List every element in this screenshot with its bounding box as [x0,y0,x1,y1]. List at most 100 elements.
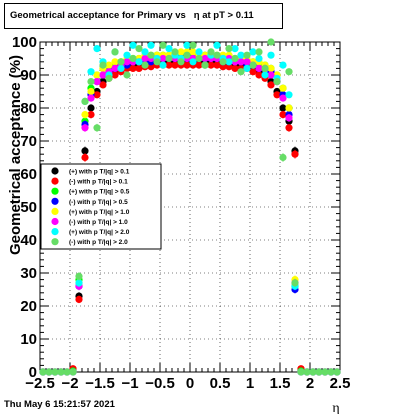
data-point [81,153,89,162]
data-point [177,58,185,66]
legend-marker [51,197,59,205]
data-point [81,124,89,132]
data-point [171,61,179,69]
data-point [165,61,173,69]
legend-marker [51,228,59,236]
x-tick-label: 0 [186,375,194,392]
data-point [171,48,179,56]
data-point [303,368,311,376]
data-point [279,94,287,102]
data-point [231,54,239,63]
data-point [63,368,71,376]
legend-entry-label: (-) with p T/|q| > 1.0 [69,219,128,226]
data-point [45,368,53,376]
data-point [87,68,95,76]
data-point [219,58,227,66]
data-point [273,91,281,99]
data-point [51,368,59,376]
data-point [99,61,107,69]
data-point [279,84,287,92]
data-point [159,41,167,49]
x-tick-label: −0.5 [145,375,175,392]
data-point [123,71,131,79]
chart-title-box: Geometrical acceptance for Primary vs η … [4,3,283,29]
x-tick-label: 2.5 [330,375,351,392]
timestamp: Thu May 6 15:21:57 2021 [4,399,115,410]
data-point [93,45,101,53]
data-point [231,45,239,53]
data-point [285,68,293,76]
legend-marker [51,238,59,246]
data-point [87,104,95,112]
data-point [207,48,215,56]
data-point [225,45,233,53]
data-point [195,54,203,63]
data-point [189,58,197,66]
data-point [267,51,275,59]
y-tick-label: 70 [20,133,37,150]
legend-box [40,163,162,250]
data-point [243,51,251,59]
x-tick-label: 1.5 [270,375,291,392]
data-point [267,38,275,46]
data-point [99,71,107,79]
legend-entry-label: (+) with p T/|q| > 2.0 [69,229,130,236]
data-point [135,64,143,72]
data-point [93,71,101,79]
data-point [111,71,119,79]
data-point [243,64,251,72]
x-tick-label: 0.5 [210,375,231,392]
data-point [195,48,203,56]
data-point [195,61,203,69]
data-point [81,111,89,119]
y-tick-label: 30 [20,265,37,282]
data-point [153,58,161,66]
data-point [249,61,257,69]
data-point [261,71,269,79]
y-tick-label: 40 [20,232,37,249]
data-point [165,45,173,53]
data-point [207,61,215,69]
data-point [213,51,221,59]
legend-entry-label: (+) with p T/|q| > 0.1 [69,169,130,176]
data-point [273,78,281,86]
y-tick-label: 60 [20,166,37,183]
legend-entry-label: (-) with p T/|q| > 0.5 [69,199,128,206]
x-tick-label: −1 [121,375,138,392]
data-point [279,111,287,119]
data-point [183,41,191,49]
y-tick-label: 90 [20,67,37,84]
data-point [183,61,191,69]
data-point [279,153,287,162]
data-point [219,63,227,71]
data-point [267,81,275,89]
data-point [141,54,149,63]
data-point [147,63,155,71]
data-point [333,368,341,376]
y-tick-label: 0 [29,364,37,381]
data-point [75,279,83,287]
data-point [147,51,155,59]
data-point [105,74,113,82]
y-tick-label: 50 [20,199,37,216]
data-point [129,41,137,49]
data-point [237,58,245,66]
x-tick-label: 2 [306,375,314,392]
data-point [165,54,173,63]
data-point [93,124,101,132]
data-point [255,64,263,72]
data-point [267,71,275,79]
data-point [111,48,119,56]
data-point [141,61,149,69]
data-point [279,104,287,112]
data-point [297,368,305,376]
x-tick-label: −2.5 [25,375,55,392]
legend-entry-label: (+) with p T/|q| > 1.0 [69,209,130,216]
x-tick-label: −2 [61,375,78,392]
data-points [39,38,341,376]
data-point [267,64,275,72]
data-point [189,41,197,49]
data-point [105,61,113,69]
data-point [81,147,89,155]
